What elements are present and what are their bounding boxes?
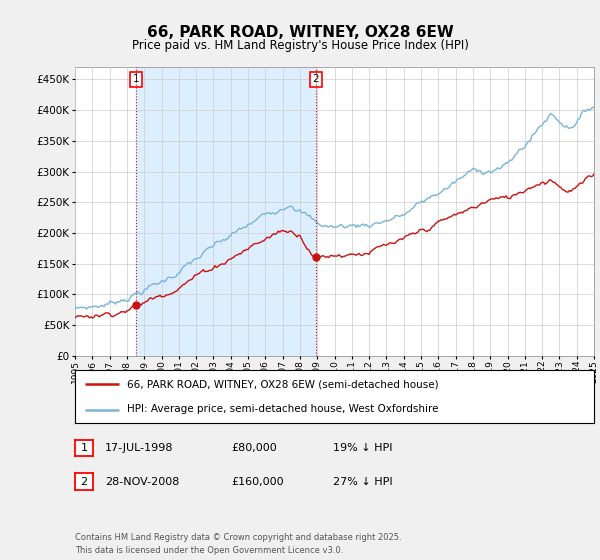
Text: 1: 1 <box>80 443 88 453</box>
Text: 66, PARK ROAD, WITNEY, OX28 6EW: 66, PARK ROAD, WITNEY, OX28 6EW <box>146 25 454 40</box>
Text: 27% ↓ HPI: 27% ↓ HPI <box>333 477 392 487</box>
Text: £160,000: £160,000 <box>231 477 284 487</box>
Text: HPI: Average price, semi-detached house, West Oxfordshire: HPI: Average price, semi-detached house,… <box>127 404 439 414</box>
Text: 66, PARK ROAD, WITNEY, OX28 6EW (semi-detached house): 66, PARK ROAD, WITNEY, OX28 6EW (semi-de… <box>127 380 439 390</box>
Text: 2: 2 <box>313 74 319 85</box>
Text: £80,000: £80,000 <box>231 443 277 453</box>
Text: 17-JUL-1998: 17-JUL-1998 <box>105 443 173 453</box>
Text: 1: 1 <box>133 74 140 85</box>
Text: 28-NOV-2008: 28-NOV-2008 <box>105 477 179 487</box>
Text: 19% ↓ HPI: 19% ↓ HPI <box>333 443 392 453</box>
Text: Price paid vs. HM Land Registry's House Price Index (HPI): Price paid vs. HM Land Registry's House … <box>131 39 469 53</box>
Text: Contains HM Land Registry data © Crown copyright and database right 2025.
This d: Contains HM Land Registry data © Crown c… <box>75 533 401 556</box>
Text: 2: 2 <box>80 477 88 487</box>
Bar <box>136 67 316 356</box>
